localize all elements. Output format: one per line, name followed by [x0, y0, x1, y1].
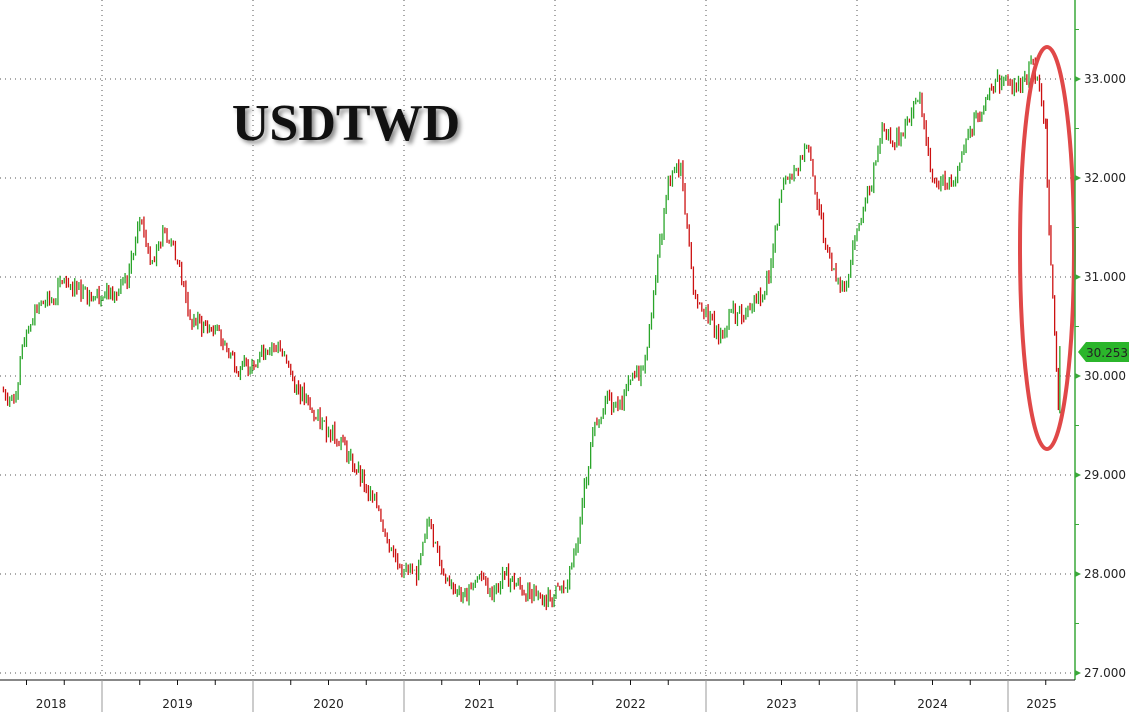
x-tick-label: 2020	[313, 697, 344, 711]
x-tick-label: 2024	[917, 697, 948, 711]
last-value-label: 30.253	[1086, 346, 1128, 360]
x-axis: 2018 2019 2020 2021 2022 2023 2024 2025	[0, 679, 1075, 712]
x-tick-label: 2021	[464, 697, 495, 711]
x-tick-label: 2025	[1026, 697, 1057, 711]
y-tick-mark	[1075, 373, 1081, 379]
y-tick-label: 32.000	[1084, 171, 1126, 185]
price-series	[2, 55, 1061, 611]
y-tick-label: 27.000	[1084, 666, 1126, 680]
y-tick-mark	[1075, 670, 1081, 676]
y-tick-label: 31.000	[1084, 270, 1126, 284]
x-tick-label: 2022	[615, 697, 646, 711]
x-tick-label: 2018	[36, 697, 67, 711]
y-tick-mark	[1075, 274, 1081, 280]
y-tick-mark	[1075, 472, 1081, 478]
chart-title: USDTWD	[232, 95, 460, 152]
y-tick-label: 28.000	[1084, 567, 1126, 581]
last-value-tag-shape	[1078, 342, 1129, 362]
y-tick-mark	[1075, 76, 1081, 82]
y-axis: 27.000 28.000 29.000 30.000 31.000 32.000 33.0…	[1074, 0, 1126, 680]
y-tick-mark	[1075, 571, 1081, 577]
y-tick-label: 29.000	[1084, 468, 1126, 482]
last-value-tag: 30.253	[1078, 342, 1129, 362]
x-tick-label: 2023	[766, 697, 797, 711]
x-tick-label: 2019	[162, 697, 193, 711]
gridlines	[0, 0, 1075, 680]
y-tick-label: 30.000	[1084, 369, 1126, 383]
y-tick-mark	[1075, 175, 1081, 181]
y-tick-label: 33.000	[1084, 72, 1126, 86]
annotation-ellipse	[1018, 45, 1076, 451]
